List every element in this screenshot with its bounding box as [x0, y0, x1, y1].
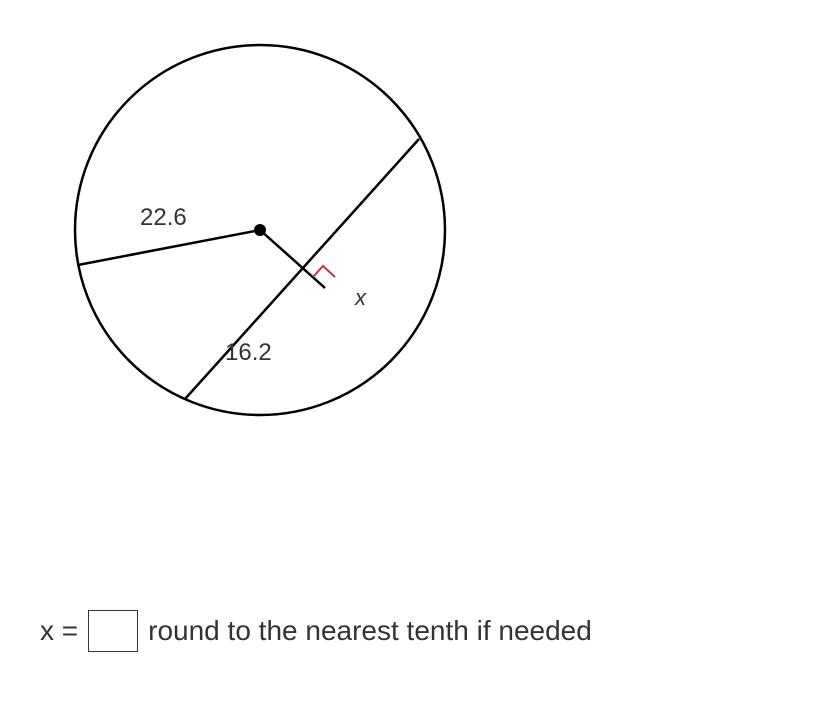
- answer-label: x =: [40, 615, 78, 647]
- center-point: [254, 224, 266, 236]
- x-variable-label: x: [354, 285, 367, 310]
- radius-line: [78, 230, 260, 265]
- half-chord-label: 16.2: [225, 339, 272, 366]
- answer-hint: round to the nearest tenth if needed: [148, 615, 592, 647]
- radius-label: 22.6: [140, 204, 187, 231]
- answer-row: x = round to the nearest tenth if needed: [40, 610, 592, 652]
- geometry-diagram: 22.6 16.2 x: [50, 30, 470, 450]
- circle-diagram-svg: 22.6 16.2 x: [50, 30, 470, 450]
- answer-input[interactable]: [88, 610, 138, 652]
- right-angle-marker: [313, 266, 335, 277]
